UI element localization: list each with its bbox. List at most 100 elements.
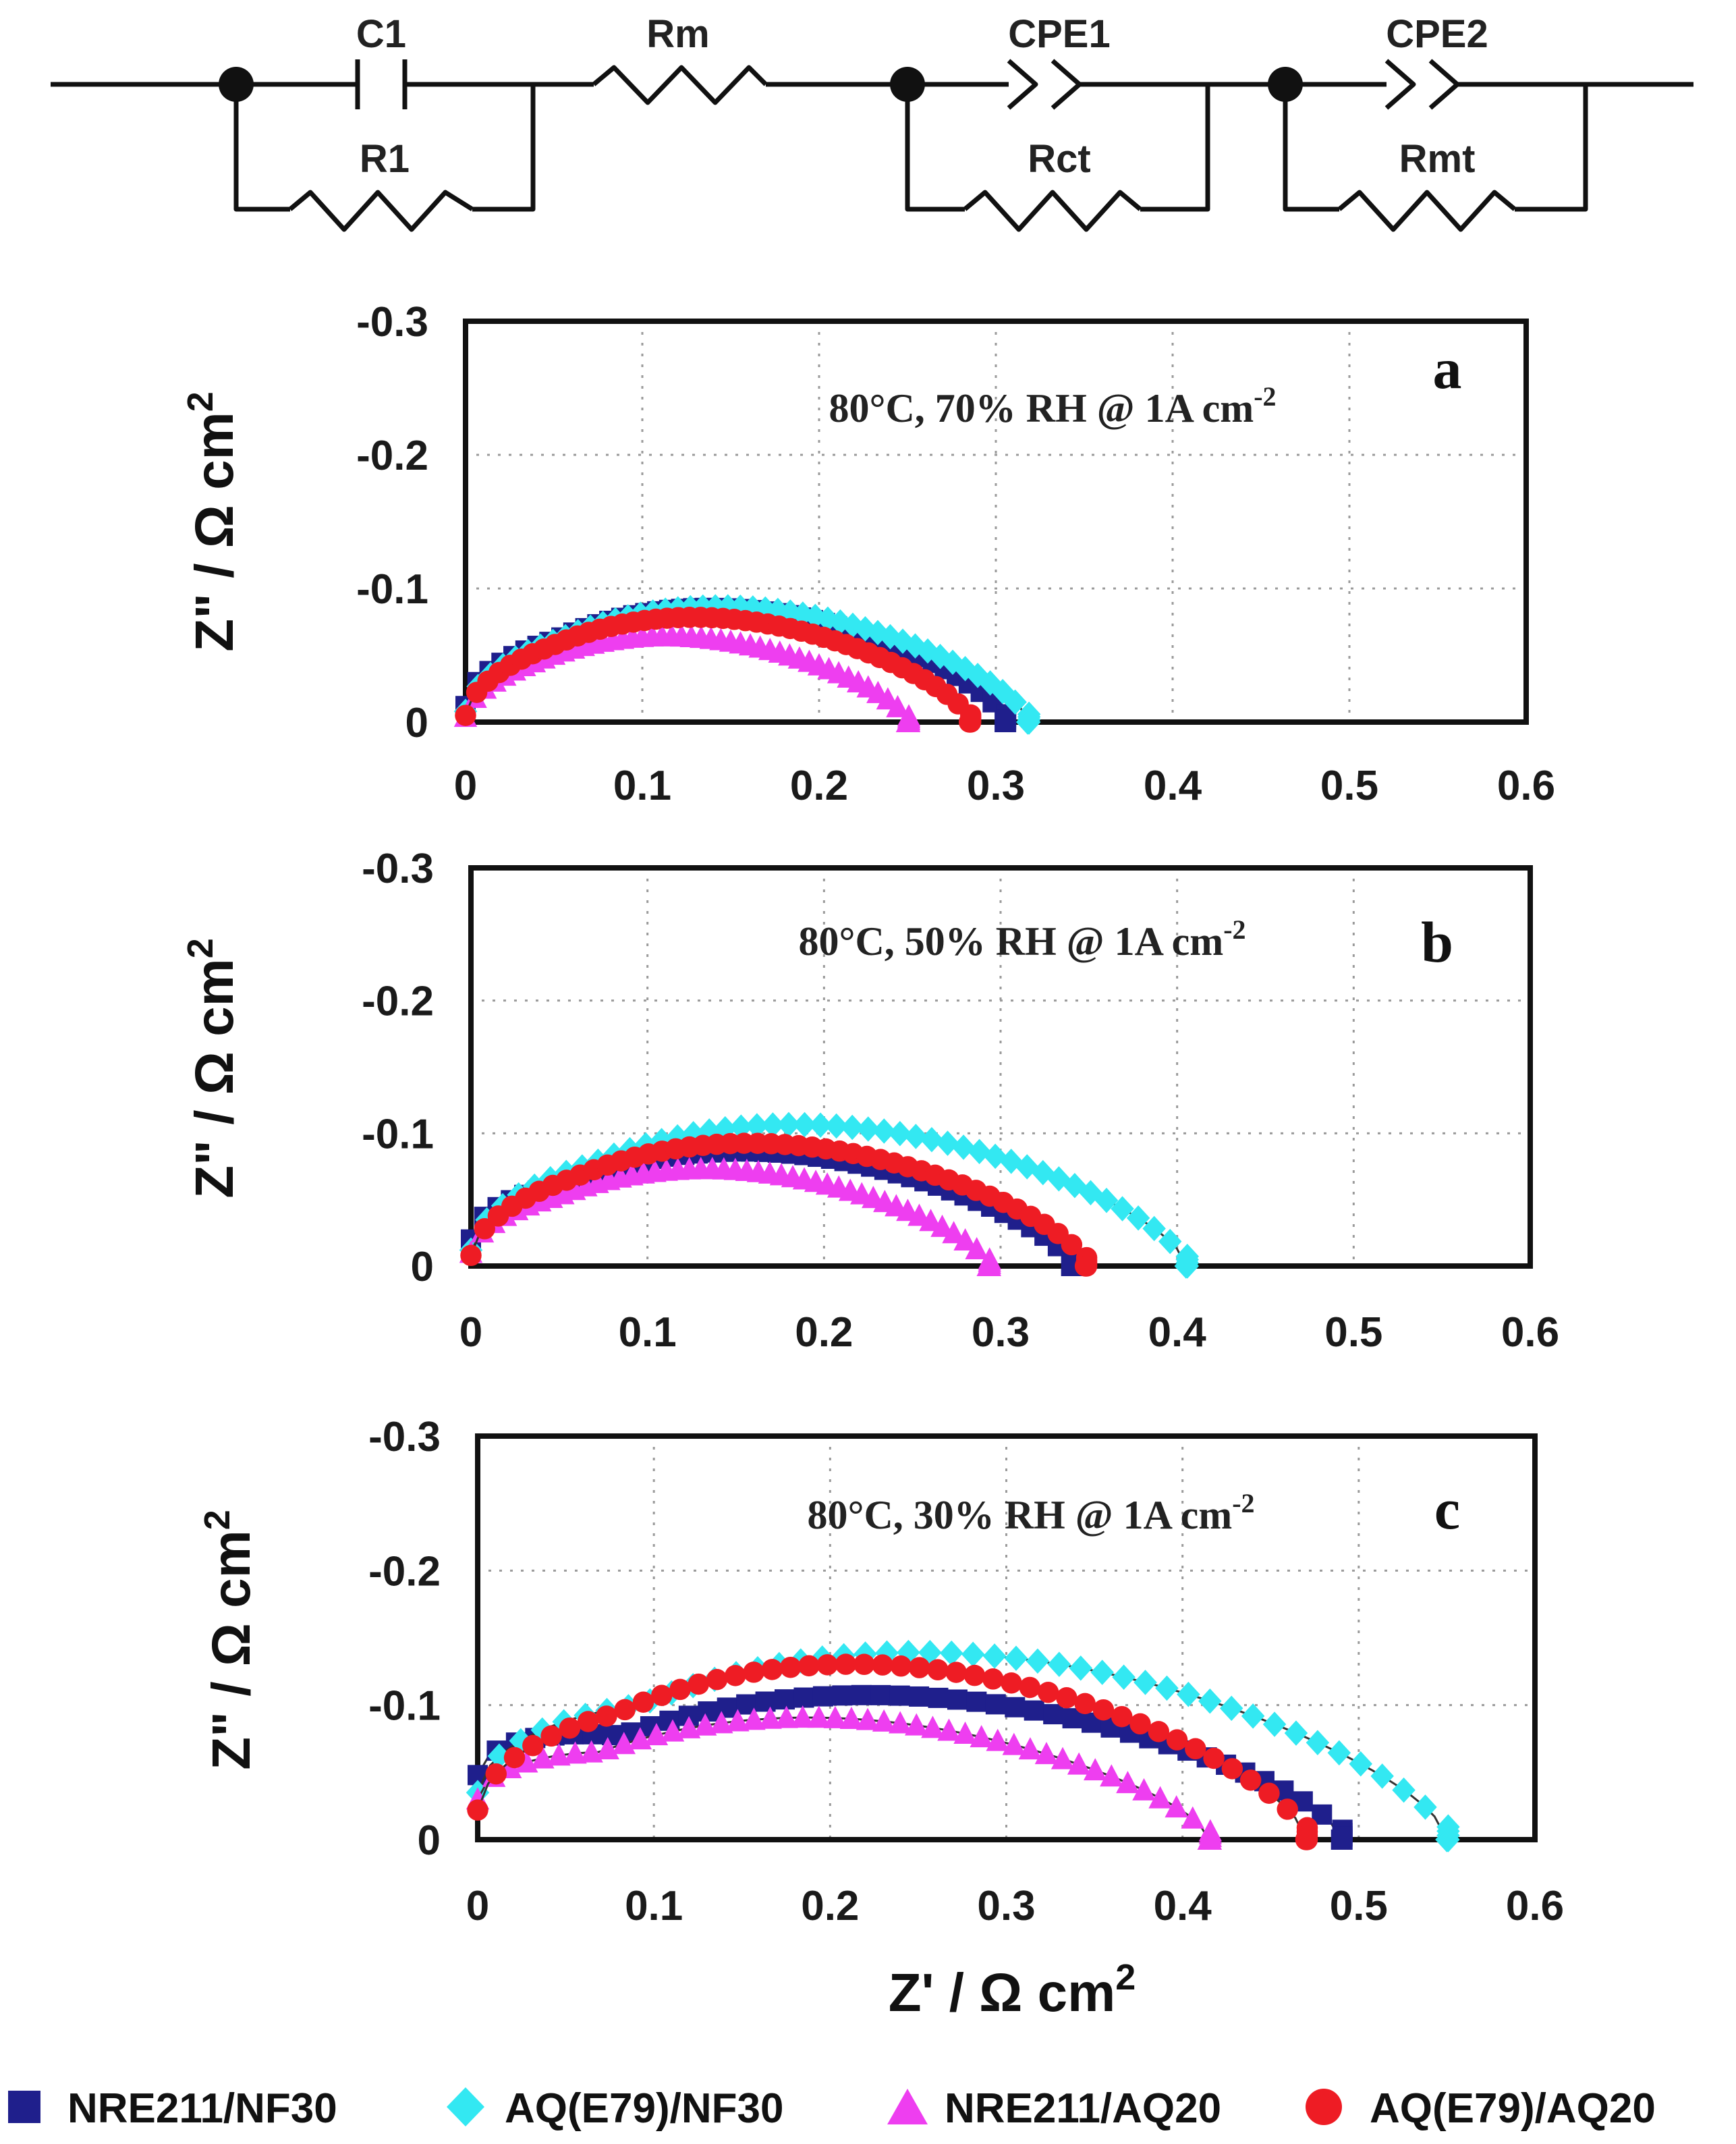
data-point	[1116, 1771, 1140, 1794]
panel-b: 0 0.1 0.2 0.3 0.4 0.5 0.6 -0.3 -0.2 -0.1 0 Z" / Ω c…	[180, 846, 1559, 1356]
data-point	[651, 1684, 673, 1707]
condition-annotation: 80°C, 50% RH @ 1A cm-2	[798, 914, 1245, 964]
label-c1: C1	[356, 12, 406, 56]
data-point	[832, 1685, 853, 1706]
data-point	[503, 1747, 526, 1769]
panel-letter: b	[1421, 910, 1453, 974]
data-point	[688, 1673, 710, 1695]
data-point	[577, 1711, 599, 1732]
data-point	[1075, 1255, 1098, 1277]
y-tick-label: -0.1	[356, 566, 428, 613]
circuit-node	[890, 67, 925, 102]
data-point	[812, 1686, 833, 1707]
data-point	[485, 1763, 507, 1785]
x-tick-label: 0.3	[972, 1309, 1030, 1356]
circuit-labels: C1 R1 Rm CPE1 Rct CPE2 Rmt	[356, 12, 1488, 181]
data-point	[1175, 1253, 1199, 1279]
data-point	[921, 1715, 945, 1738]
data-point	[1004, 1645, 1028, 1672]
label-r1: R1	[360, 137, 410, 181]
data-point	[1332, 1830, 1353, 1850]
y-axis-label-sup: 2	[197, 1510, 237, 1530]
equivalent-circuit-diagram	[51, 59, 1693, 232]
cpe2-arrow	[1428, 59, 1460, 110]
data-point	[531, 1746, 555, 1769]
y-tick-label: 0	[405, 700, 428, 746]
data-point	[669, 1678, 691, 1701]
x-tick-label: 0.1	[625, 1883, 683, 1929]
label-rct: Rct	[1028, 137, 1090, 181]
data-point	[710, 1711, 733, 1734]
data-point	[853, 1653, 875, 1676]
cpe1-arrow	[1051, 59, 1082, 110]
data-point	[706, 1669, 728, 1691]
data-point	[808, 1112, 833, 1138]
label-cpe1: CPE1	[1008, 12, 1111, 56]
x-tick-label: 0.3	[967, 763, 1025, 809]
data-point	[1051, 1747, 1075, 1769]
data-point	[816, 1654, 839, 1676]
y-tick-label: 0	[418, 1817, 441, 1864]
fit-line	[476, 1716, 1210, 1840]
data-point	[920, 1127, 944, 1153]
y-tick-label: -0.1	[362, 1111, 434, 1157]
data-point	[1148, 1721, 1170, 1742]
data-point	[1221, 1758, 1243, 1780]
data-point	[1241, 1703, 1265, 1729]
x-tick-label: 0.6	[1501, 1309, 1559, 1356]
data-point	[982, 1643, 1007, 1669]
legend-marker-circle	[1306, 2089, 1342, 2125]
data-point	[1219, 1695, 1243, 1722]
data-point	[930, 1214, 954, 1237]
data-point	[725, 1665, 746, 1686]
data-point	[888, 1120, 912, 1147]
data-point	[1148, 1786, 1172, 1809]
data-point	[985, 1694, 1006, 1715]
data-point	[1392, 1777, 1416, 1803]
plot-frame	[463, 319, 1529, 725]
plot-frame	[475, 1433, 1538, 1842]
data-point	[632, 1691, 654, 1713]
data-point	[559, 1717, 581, 1739]
series-nre211-aq20	[453, 624, 921, 732]
data-point	[761, 1112, 785, 1138]
panel-a: 0 0.1 0.2 0.3 0.4 0.5 0.6 -0.3 -0.2 -0.1 0 Z" / Ω c…	[180, 299, 1555, 809]
data-point	[1111, 1705, 1133, 1728]
data-point	[824, 1113, 848, 1139]
x-tick-label: 0.6	[1497, 763, 1555, 809]
legend-label: AQ(E79)/AQ20	[1370, 2085, 1656, 2132]
data-point	[978, 1254, 1001, 1276]
data-point	[1003, 689, 1027, 715]
y-tick-label: -0.2	[368, 1548, 441, 1595]
data-point	[1061, 1234, 1083, 1256]
y-tick-label: -0.3	[362, 846, 434, 892]
data-point	[959, 711, 982, 733]
data-point	[963, 1664, 986, 1686]
data-point	[1067, 1752, 1091, 1775]
circuit-nodes	[219, 67, 1303, 102]
data-point	[807, 1705, 831, 1728]
data-point	[460, 1244, 482, 1267]
y-axis-label: Z" / Ω cm2	[197, 1510, 261, 1770]
data-point	[474, 1218, 495, 1240]
y-tick-label: -0.3	[368, 1414, 441, 1460]
x-axis-label-sup: 2	[1115, 1957, 1136, 1998]
data-point	[698, 1701, 719, 1722]
data-point	[1002, 1732, 1026, 1755]
data-point	[1090, 1659, 1114, 1685]
condition-annotation-sup: -2	[1223, 914, 1245, 945]
x-tick-label: 0.1	[619, 1309, 677, 1356]
data-point	[1198, 1688, 1222, 1714]
data-point	[798, 1655, 820, 1677]
data-point	[1083, 1758, 1107, 1781]
data-point	[1024, 1700, 1044, 1721]
y-tick-label: 0	[411, 1244, 434, 1290]
data-point	[908, 1657, 930, 1678]
circuit-node	[219, 67, 254, 102]
data-point	[970, 1725, 993, 1748]
data-point	[939, 1640, 963, 1666]
data-point	[742, 1707, 766, 1730]
circuit-wire	[1140, 84, 1210, 212]
circuit-wire	[472, 84, 536, 212]
data-point	[1185, 1738, 1206, 1760]
